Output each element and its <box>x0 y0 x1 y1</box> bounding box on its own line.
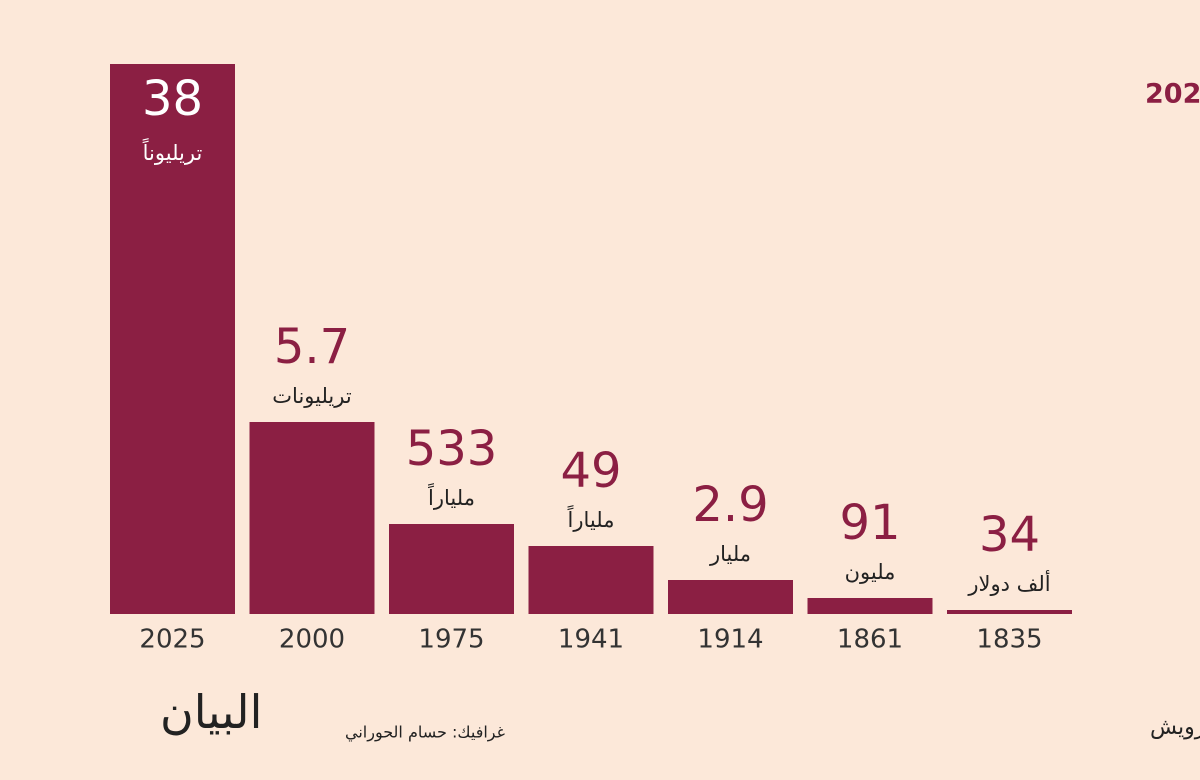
logo: البيان <box>160 685 262 739</box>
value-label: 5.7 <box>274 319 350 375</box>
x-tick-label: 1941 <box>558 625 624 655</box>
value-label: 2.9 <box>692 477 768 533</box>
x-tick-label: 1861 <box>837 625 903 655</box>
value-unit: مليون <box>845 560 896 584</box>
bar <box>249 422 375 614</box>
bar <box>668 580 793 614</box>
graphic-credit: غرافيك: حسام الحوراني <box>345 723 505 743</box>
bar <box>807 598 933 614</box>
x-tick-label: 2025 <box>139 625 205 655</box>
value-label: 34 <box>979 507 1040 563</box>
chart-title: ديون أمريكا منذ العام 1835 إلى 2025 <box>1145 76 1200 110</box>
bar <box>389 524 514 614</box>
x-tick-label: 1975 <box>418 625 484 655</box>
author-credit: إعداد: مصطفى درويش <box>1150 715 1200 740</box>
value-label: 91 <box>839 495 900 551</box>
value-unit: ملياراً <box>428 482 475 510</box>
value-unit: تريليونات <box>272 384 352 408</box>
x-tick-label: 1914 <box>697 625 763 655</box>
bar <box>528 546 654 614</box>
value-label: 49 <box>560 443 621 499</box>
value-unit: مليار <box>709 542 751 566</box>
bar <box>110 64 235 614</box>
value-label: 533 <box>406 421 498 477</box>
x-tick-label: 1835 <box>976 625 1042 655</box>
value-label: 38 <box>142 71 203 127</box>
value-unit: ملياراً <box>567 504 614 532</box>
bar <box>947 610 1072 614</box>
value-unit: تريليوناً <box>142 137 202 165</box>
x-tick-label: 2000 <box>279 625 345 655</box>
value-unit: ألف دولار <box>967 570 1050 596</box>
